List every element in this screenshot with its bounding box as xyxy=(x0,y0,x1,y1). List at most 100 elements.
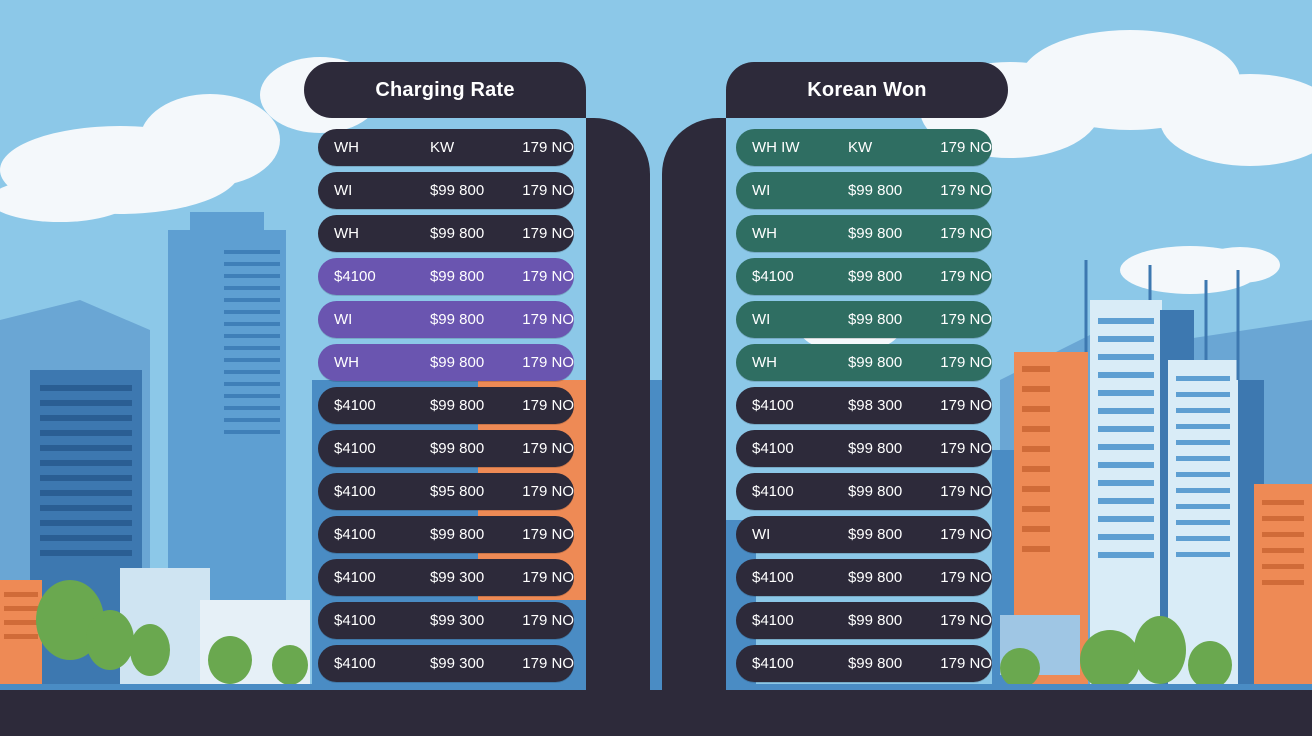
korean-won-row: $4100 $99 800 179 NO xyxy=(736,473,992,510)
korean-won-cell-c2: KW xyxy=(847,139,873,156)
korean-won-cell-c3: 179 NO xyxy=(940,569,992,586)
korean-won-cell-c3: 179 NO xyxy=(940,268,992,285)
charging-rate-row: $4100 $99 800 179 NO xyxy=(318,430,574,467)
charging-rate-cell-c1: $4100 xyxy=(334,268,376,285)
ground-bar xyxy=(0,690,1312,736)
charging-rate-cell-c1: $4100 xyxy=(334,655,376,672)
korean-won-cell-c1: WI xyxy=(752,182,771,199)
charging-rate-cell-c3: 179 NO xyxy=(522,225,574,242)
korean-won-cell-c1: $4100 xyxy=(752,483,794,500)
charging-rate-row: WH KW 179 NO xyxy=(318,129,574,166)
charging-rate-row: $4100 $99 300 179 NO xyxy=(318,602,574,639)
korean-won-cell-c3: 179 NO xyxy=(940,526,992,543)
korean-won-cell-c3: 179 NO xyxy=(940,139,992,156)
charging-rate-cell-c2: $99 800 xyxy=(429,440,485,457)
korean-won-cell-c1: WH xyxy=(752,354,777,371)
charging-rate-row: WI $99 800 179 NO xyxy=(318,301,574,338)
charging-rate-cell-c1: WH xyxy=(334,354,359,371)
korean-won-cell-c3: 179 NO xyxy=(940,311,992,328)
charging-rate-cell-c3: 179 NO xyxy=(522,483,574,500)
charging-rate-row: WI $99 800 179 NO xyxy=(318,172,574,209)
charging-rate-header: Charging Rate xyxy=(304,62,586,118)
charging-rate-cell-c2: $99 800 xyxy=(429,268,485,285)
korean-won-cell-c2: $98 300 xyxy=(847,397,903,414)
korean-won-cell-c2: $99 800 xyxy=(847,655,903,672)
korean-won-row: $4100 $99 800 179 NO xyxy=(736,430,992,467)
korean-won-cell-c3: 179 NO xyxy=(940,440,992,457)
charging-rate-cell-c1: $4100 xyxy=(334,440,376,457)
charging-rate-row: $4100 $99 800 179 NO xyxy=(318,258,574,295)
korean-won-cell-c1: $4100 xyxy=(752,569,794,586)
charging-rate-row: $4100 $99 300 179 NO xyxy=(318,559,574,596)
charging-rate-title: Charging Rate xyxy=(375,78,515,101)
charging-rate-cell-c1: $4100 xyxy=(334,526,376,543)
charging-rate-cell-c3: 179 NO xyxy=(522,268,574,285)
korean-won-cell-c2: $99 800 xyxy=(847,311,903,328)
korean-won-cell-c2: $99 800 xyxy=(847,526,903,543)
charging-rate-cell-c2: $99 800 xyxy=(429,526,485,543)
charging-rate-cell-c2: $99 800 xyxy=(429,397,485,414)
charging-rate-cell-c3: 179 NO xyxy=(522,655,574,672)
charging-rate-cell-c1: WH xyxy=(334,139,359,156)
charging-rate-cell-c3: 179 NO xyxy=(522,354,574,371)
charging-rate-cell-c1: WI xyxy=(334,182,353,199)
charging-rate-table: WH KW 179 NO WI $99 800 179 NO WH $99 800 179 NO… xyxy=(318,129,574,682)
korean-won-cell-c1: WI xyxy=(752,311,771,328)
korean-won-row: WI $99 800 179 NO xyxy=(736,516,992,553)
korean-won-row: $4100 $99 800 179 NO xyxy=(736,559,992,596)
korean-won-cell-c1: $4100 xyxy=(752,612,794,629)
charging-rate-cell-c3: 179 NO xyxy=(522,440,574,457)
korean-won-header: Korean Won xyxy=(726,62,1008,118)
korean-won-cell-c1: $4100 xyxy=(752,397,794,414)
charging-rate-cell-c1: WH xyxy=(334,225,359,242)
korean-won-cell-c2: $99 800 xyxy=(847,354,903,371)
korean-won-cell-c2: $99 800 xyxy=(847,569,903,586)
korean-won-row: $4100 $99 800 179 NO xyxy=(736,602,992,639)
charging-rate-cell-c2: $99 800 xyxy=(429,225,485,242)
korean-won-row: WH $99 800 179 NO xyxy=(736,215,992,252)
korean-won-cell-c3: 179 NO xyxy=(940,483,992,500)
charging-rate-row: WH $99 800 179 NO xyxy=(318,215,574,252)
korean-won-cell-c1: WH IW xyxy=(752,139,800,156)
charging-rate-cell-c2: $99 800 xyxy=(429,311,485,328)
korean-won-cell-c1: WH xyxy=(752,225,777,242)
charging-rate-cell-c2: $99 300 xyxy=(429,612,485,629)
korean-won-cell-c3: 179 NO xyxy=(940,225,992,242)
korean-won-cell-c3: 179 NO xyxy=(940,182,992,199)
korean-won-row: $4100 $99 800 179 NO xyxy=(736,258,992,295)
charging-rate-cell-c3: 179 NO xyxy=(522,182,574,199)
charging-rate-cell-c1: $4100 xyxy=(334,612,376,629)
charging-rate-cell-c2: KW xyxy=(429,139,455,156)
korean-won-cell-c2: $99 800 xyxy=(847,440,903,457)
korean-won-cell-c3: 179 NO xyxy=(940,354,992,371)
korean-won-row: $4100 $98 300 179 NO xyxy=(736,387,992,424)
korean-won-cell-c1: $4100 xyxy=(752,440,794,457)
charging-rate-cell-c3: 179 NO xyxy=(522,397,574,414)
charging-rate-row: $4100 $99 800 179 NO xyxy=(318,387,574,424)
korean-won-table: WH IW KW 179 NO WI $99 800 179 NO WH $99 800 179… xyxy=(736,129,992,682)
charging-rate-cell-c3: 179 NO xyxy=(522,139,574,156)
charging-rate-row: $4100 $99 300 179 NO xyxy=(318,645,574,682)
korean-won-cell-c1: $4100 xyxy=(752,268,794,285)
charging-rate-cell-c3: 179 NO xyxy=(522,311,574,328)
korean-won-cell-c3: 179 NO xyxy=(940,612,992,629)
charging-rate-cell-c1: $4100 xyxy=(334,569,376,586)
korean-won-title: Korean Won xyxy=(807,78,927,101)
charging-rate-cell-c3: 179 NO xyxy=(522,569,574,586)
charging-rate-cell-c3: 179 NO xyxy=(522,612,574,629)
charging-rate-row: $4100 $99 800 179 NO xyxy=(318,516,574,553)
korean-won-cell-c2: $99 800 xyxy=(847,612,903,629)
charging-rate-cell-c1: $4100 xyxy=(334,483,376,500)
korean-won-cell-c2: $99 800 xyxy=(847,268,903,285)
charging-rate-cell-c2: $99 800 xyxy=(429,354,485,371)
korean-won-cell-c1: WI xyxy=(752,526,771,543)
korean-won-row: WI $99 800 179 NO xyxy=(736,172,992,209)
charging-rate-cell-c1: WI xyxy=(334,311,353,328)
korean-won-row: $4100 $99 800 179 NO xyxy=(736,645,992,682)
charging-rate-cell-c2: $99 300 xyxy=(429,569,485,586)
korean-won-row: WI $99 800 179 NO xyxy=(736,301,992,338)
charging-rate-row: $4100 $95 800 179 NO xyxy=(318,473,574,510)
charging-rate-cell-c2: $99 800 xyxy=(429,182,485,199)
charging-rate-cell-c2: $95 800 xyxy=(429,483,485,500)
